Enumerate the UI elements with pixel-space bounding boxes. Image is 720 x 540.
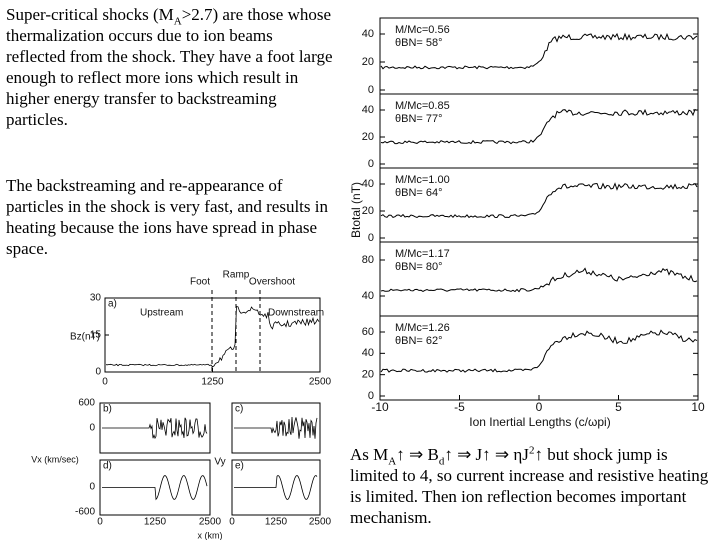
y-tick-label: 0 xyxy=(368,390,374,402)
panel-label: θBN= 80° xyxy=(395,261,443,273)
trace xyxy=(380,108,698,145)
trace xyxy=(105,306,320,368)
annotation: Overshoot xyxy=(249,277,295,288)
x-tick-label: -10 xyxy=(371,400,389,414)
panel-frame xyxy=(99,402,211,454)
subscript: d xyxy=(438,455,445,468)
trace xyxy=(234,475,318,500)
annotation: Foot xyxy=(190,277,210,288)
trace xyxy=(102,475,208,501)
text: ↑ ⇒ J↑ ⇒ ηJ xyxy=(444,445,529,464)
y-tick-label: 0 xyxy=(89,482,95,493)
paragraph: The backstreaming and re-appearance of p… xyxy=(6,176,328,258)
y-tick-label: 0 xyxy=(368,232,374,244)
y-tick-label: 40 xyxy=(362,178,374,190)
panel-label: θBN= 62° xyxy=(395,335,443,347)
text: As M xyxy=(350,445,389,464)
x-tick-label: 1250 xyxy=(265,517,288,528)
y-tick-label: 20 xyxy=(362,56,374,68)
annotation: Downstream xyxy=(268,308,324,319)
panel-label: M/Mc=1.00 xyxy=(395,174,450,186)
paragraph: Super-critical shocks (MA>2.7) are those… xyxy=(6,4,336,130)
y-tick-label: 40 xyxy=(362,290,374,302)
y-tick-label: 15 xyxy=(90,330,102,341)
y-tick-label: 0 xyxy=(95,367,101,378)
trace xyxy=(380,182,698,219)
panel-label: M/Mc=1.26 xyxy=(395,322,450,334)
y-axis-label: Bz(nT) xyxy=(70,332,100,343)
annotation: Upstream xyxy=(140,308,183,319)
x-tick-label: 2500 xyxy=(309,517,332,528)
y-axis-label: Vx (km/sec) xyxy=(31,454,79,464)
subscript: A xyxy=(173,15,182,28)
annotation: Ramp xyxy=(223,270,250,281)
paragraph: As MA↑ ⇒ Bd↑ ⇒ J↑ ⇒ ηJ2↑ but shock jump … xyxy=(350,444,718,528)
x-tick-label: -5 xyxy=(454,400,465,414)
y-tick-label: 40 xyxy=(362,28,374,40)
y-tick-label: -600 xyxy=(75,507,95,518)
y-tick-label: 80 xyxy=(362,254,374,266)
x-axis-label: x (km) xyxy=(198,530,223,540)
trace xyxy=(380,267,698,293)
trace xyxy=(102,417,208,440)
x-tick-label: 1250 xyxy=(201,377,224,388)
panel-tag: b) xyxy=(103,404,112,415)
x-axis-label: Ion Inertial Lengths (c/ωpi) xyxy=(469,415,610,429)
panel-frame xyxy=(231,459,321,516)
y-axis-label: Vy xyxy=(214,457,225,468)
panel-tag: a) xyxy=(108,299,117,310)
y-tick-label: 60 xyxy=(362,326,374,338)
panel-label: M/Mc=0.56 xyxy=(395,24,450,36)
y-tick-label: 20 xyxy=(362,205,374,217)
panel-tag: e) xyxy=(235,461,244,472)
x-tick-label: 5 xyxy=(615,400,622,414)
panel-frame xyxy=(231,402,321,454)
trace xyxy=(380,32,698,70)
y-tick-label: 0 xyxy=(368,84,374,96)
x-tick-label: 10 xyxy=(691,400,705,414)
panel-frame xyxy=(99,459,211,516)
x-tick-label: 0 xyxy=(229,517,235,528)
x-tick-label: 2500 xyxy=(199,517,222,528)
text: Super-critical shocks (M xyxy=(6,5,174,24)
panel-label: θBN= 77° xyxy=(395,113,443,125)
y-tick-label: 20 xyxy=(362,369,374,381)
subscript: A xyxy=(388,455,397,468)
x-tick-label: 0 xyxy=(97,517,103,528)
trace xyxy=(380,329,698,373)
panel-label: M/Mc=0.85 xyxy=(395,100,450,112)
y-tick-label: 600 xyxy=(78,398,95,409)
y-tick-label: 0 xyxy=(368,158,374,170)
text: ↑ but shock jump is limited to 4, so cur… xyxy=(350,445,709,527)
x-tick-label: 1250 xyxy=(144,517,167,528)
y-tick-label: 40 xyxy=(362,347,374,359)
superscript: 2 xyxy=(528,444,535,457)
x-tick-label: 0 xyxy=(102,377,108,388)
text: ↑ ⇒ B xyxy=(396,445,439,464)
x-tick-label: 0 xyxy=(536,400,543,414)
y-tick-label: 40 xyxy=(362,104,374,116)
panel-tag: c) xyxy=(235,404,243,415)
y-tick-label: 20 xyxy=(362,131,374,143)
text: >2.7) are those whose thermalization occ… xyxy=(6,5,333,129)
y-tick-label: 30 xyxy=(90,293,102,304)
trace xyxy=(234,416,318,439)
x-tick-label: 2500 xyxy=(309,377,332,388)
y-tick-label: 0 xyxy=(89,423,95,434)
panel-label: θBN= 58° xyxy=(395,37,443,49)
panel-label: θBN= 64° xyxy=(395,187,443,199)
panel-tag: d) xyxy=(103,461,112,472)
panel-label: M/Mc=1.17 xyxy=(395,248,450,260)
y-axis-label: Btotal (nT) xyxy=(349,182,363,238)
